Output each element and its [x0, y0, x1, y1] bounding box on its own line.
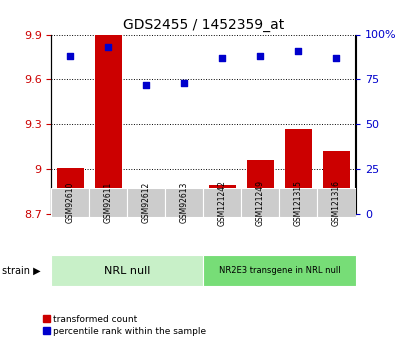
Bar	[51, 255, 203, 286]
Bar	[127, 188, 166, 217]
Point	[105, 44, 111, 50]
Text: NR2E3 transgene in NRL null: NR2E3 transgene in NRL null	[219, 266, 340, 275]
Bar	[323, 151, 350, 214]
Bar	[171, 196, 198, 214]
Point	[181, 80, 188, 86]
Text: GSM121316: GSM121316	[332, 180, 341, 226]
Bar	[133, 202, 160, 214]
Text: GSM121315: GSM121315	[294, 180, 303, 226]
Bar	[203, 188, 241, 217]
Bar	[318, 188, 356, 217]
Bar	[57, 168, 84, 214]
Text: GSM121242: GSM121242	[218, 180, 227, 226]
Point	[295, 48, 302, 53]
Bar	[89, 188, 127, 217]
Text: strain ▶: strain ▶	[2, 266, 41, 276]
Point	[257, 53, 263, 59]
Text: GSM92611: GSM92611	[104, 182, 113, 223]
Point	[219, 55, 226, 61]
Text: GSM121249: GSM121249	[256, 180, 265, 226]
Point	[333, 55, 340, 61]
Bar	[166, 188, 203, 217]
Bar	[203, 255, 356, 286]
Bar	[209, 186, 236, 214]
Bar	[241, 188, 279, 217]
Text: NRL null: NRL null	[104, 266, 150, 276]
Bar	[51, 188, 89, 217]
Legend: transformed count, percentile rank within the sample: transformed count, percentile rank withi…	[43, 315, 207, 336]
Bar	[247, 160, 274, 214]
Text: GSM92613: GSM92613	[180, 182, 189, 223]
Point	[143, 82, 150, 88]
Bar	[95, 34, 122, 214]
Text: GSM92610: GSM92610	[66, 182, 75, 223]
Text: GSM92612: GSM92612	[142, 182, 151, 223]
Title: GDS2455 / 1452359_at: GDS2455 / 1452359_at	[123, 18, 284, 32]
Bar	[279, 188, 318, 217]
Bar	[285, 129, 312, 214]
Point	[67, 53, 73, 59]
